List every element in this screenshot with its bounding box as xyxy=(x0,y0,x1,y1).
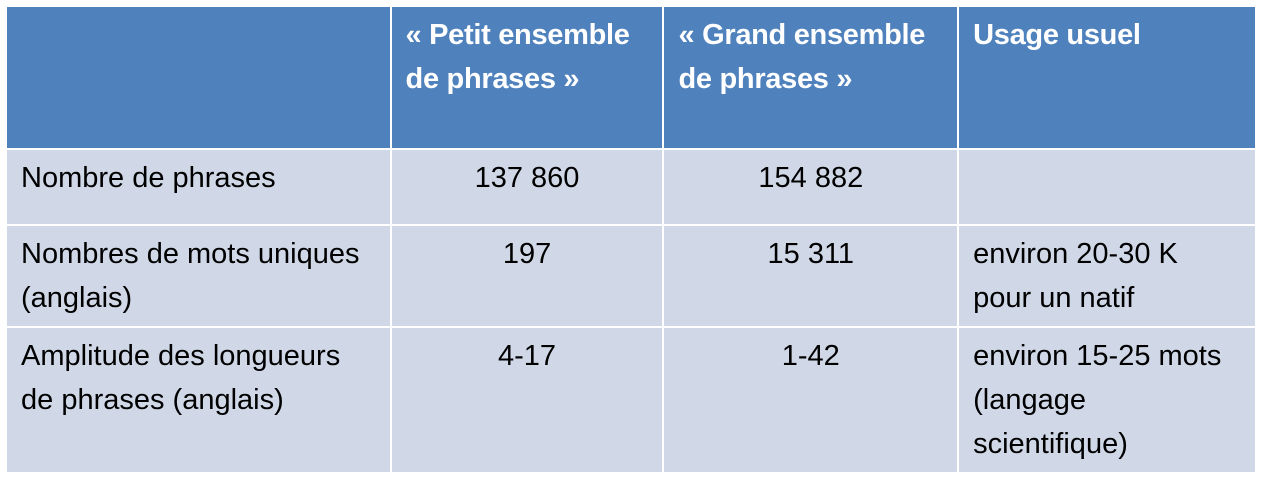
row-label: Amplitude des longueurs de phrases (angl… xyxy=(5,326,392,474)
header-cell-small-set: « Petit ensemble de phrases » xyxy=(389,5,665,150)
table-row: Nombres de mots uniques (anglais) 197 15… xyxy=(5,224,1257,328)
cell-value: 1-42 xyxy=(662,326,960,474)
cell-value: 137 860 xyxy=(389,148,665,226)
table-row: Nombre de phrases 137 860 154 882 xyxy=(5,148,1257,226)
comparison-table: « Petit ensemble de phrases » « Grand en… xyxy=(5,5,1257,474)
row-label: Nombres de mots uniques (anglais) xyxy=(5,224,392,328)
table-header-row: « Petit ensemble de phrases » « Grand en… xyxy=(5,5,1257,150)
cell-value: environ 15-25 mots (langage scientifique… xyxy=(957,326,1257,474)
cell-value xyxy=(957,148,1257,226)
cell-value: 4-17 xyxy=(389,326,665,474)
header-cell-large-set: « Grand ensemble de phrases » xyxy=(662,5,960,150)
row-label: Nombre de phrases xyxy=(5,148,392,226)
header-cell-usual-usage: Usage usuel xyxy=(957,5,1257,150)
header-cell-empty xyxy=(5,5,392,150)
table-row: Amplitude des longueurs de phrases (angl… xyxy=(5,326,1257,474)
cell-value: 15 311 xyxy=(662,224,960,328)
cell-value: 197 xyxy=(389,224,665,328)
cell-value: environ 20-30 K pour un natif xyxy=(957,224,1257,328)
cell-value: 154 882 xyxy=(662,148,960,226)
